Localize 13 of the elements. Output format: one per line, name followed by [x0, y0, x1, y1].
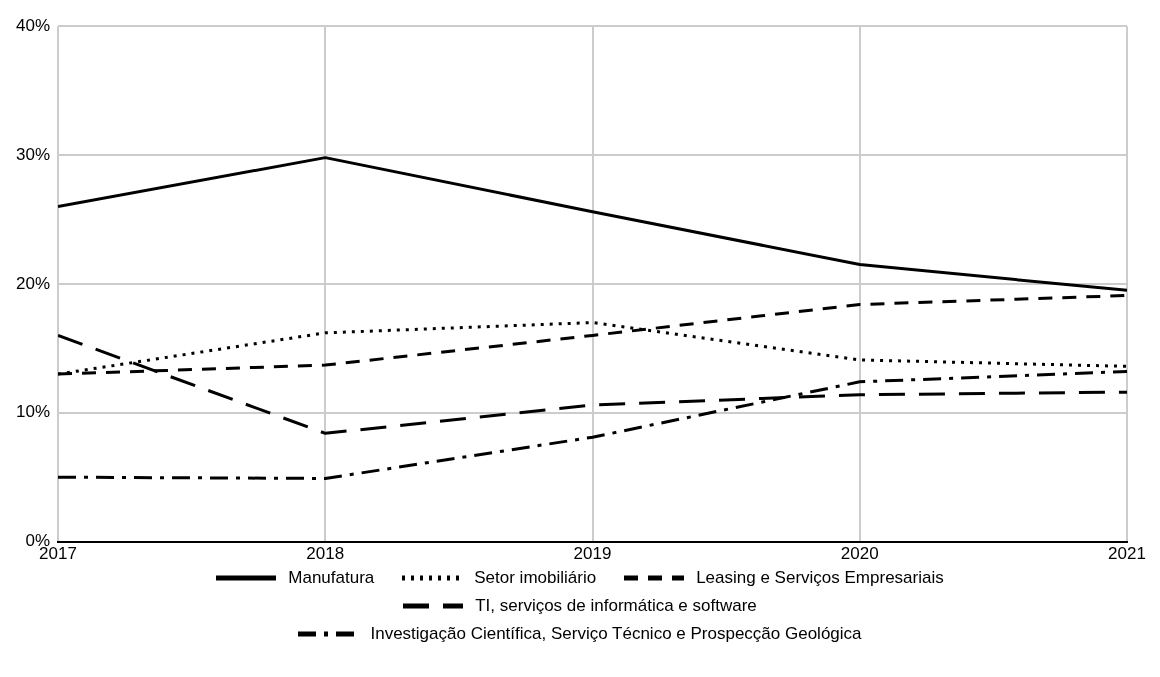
y-tick-label: 10% [15, 402, 51, 422]
x-tick-label: 2019 [573, 544, 612, 564]
legend-label: Setor imobiliário [474, 568, 597, 588]
legend-label: Manufatura [288, 568, 375, 588]
x-tick-label: 2018 [306, 544, 345, 564]
legend-label: Leasing e Serviços Empresariais [696, 568, 944, 588]
y-tick-label: 40% [15, 15, 51, 35]
legend-label: Investigação Científica, Serviço Técnico e Prospecção Geológica [370, 624, 862, 644]
x-tick-label: 2020 [840, 544, 879, 564]
y-tick-label: 20% [15, 273, 51, 293]
y-tick-label: 30% [15, 144, 51, 164]
legend-label: TI, serviços de informática e software [475, 596, 757, 616]
x-tick-label: 2021 [1108, 544, 1146, 564]
